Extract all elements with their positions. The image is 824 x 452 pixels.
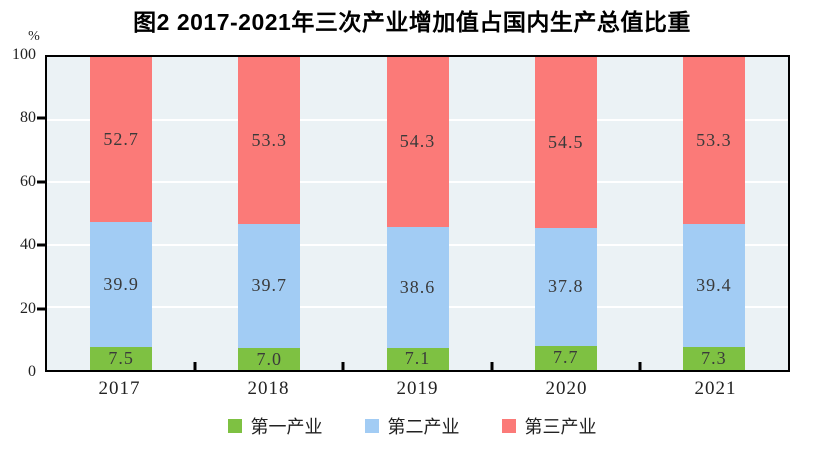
x-tick-label-2018: 2018 [247, 378, 290, 399]
legend-swatch-icon [364, 419, 379, 433]
y-tick-label-100: 100 [12, 46, 36, 63]
bar-segment-2019-第一产业: 7.1 [386, 347, 449, 370]
legend-item-第三产业: 第三产业 [501, 413, 597, 439]
bar-segment-2021-第二产业: 39.4 [682, 223, 745, 348]
x-axis-boundary-tick [490, 362, 494, 370]
bar-segment-2017-第一产业: 7.5 [90, 346, 153, 370]
y-tick-mark-40 [37, 243, 45, 247]
bar-value-label: 39.4 [696, 275, 732, 295]
legend-label: 第二产业 [387, 417, 460, 437]
bar-value-label: 7.0 [256, 348, 283, 369]
bar-segment-2017-第三产业: 52.7 [90, 57, 153, 222]
y-tick-label-60: 60 [20, 172, 36, 190]
chart-legend: 第一产业 第二产业 第三产业 [0, 413, 824, 439]
bar-value-label: 7.7 [552, 347, 579, 368]
bar-value-label: 7.5 [108, 347, 134, 368]
bar-segment-2021-第一产业: 7.3 [682, 347, 745, 370]
y-tick-label-80: 80 [20, 109, 36, 127]
bar-segment-2020-第三产业: 54.5 [534, 57, 597, 228]
legend-item-第一产业: 第一产业 [227, 413, 323, 439]
y-axis-tick-labels: 0 20 40 60 80 100 [0, 46, 38, 380]
bar-value-label: 54.5 [547, 131, 584, 152]
bar-segment-2019-第三产业: 54.3 [386, 57, 449, 227]
legend-item-第二产业: 第二产业 [364, 413, 460, 439]
y-tick-label-40: 40 [20, 236, 36, 254]
bar-segment-2021-第三产业: 53.3 [682, 57, 745, 224]
bar-value-label: 53.3 [696, 129, 732, 150]
bar-segment-2020-第二产业: 37.8 [534, 227, 597, 346]
legend-label: 第一产业 [250, 417, 323, 437]
bar-segment-2020-第一产业: 7.7 [534, 345, 597, 370]
bar-value-label: 52.7 [103, 128, 139, 149]
x-tick-label-2019: 2019 [396, 378, 439, 399]
bar-value-label: 37.8 [547, 276, 584, 297]
legend-label: 第三产业 [524, 417, 597, 437]
bar-value-label: 7.3 [701, 348, 727, 369]
chart-title: 图2 2017-2021年三次产业增加值占国内生产总值比重 [133, 9, 691, 35]
bar-value-label: 53.3 [251, 129, 288, 150]
bar-segment-2018-第三产业: 53.3 [238, 57, 301, 224]
bar-segment-2018-第二产业: 39.7 [238, 223, 301, 349]
bar-value-label: 7.1 [404, 348, 431, 369]
bar-value-label: 39.7 [251, 275, 288, 296]
bar-value-label: 38.6 [399, 276, 436, 297]
legend-swatch-icon [227, 419, 242, 433]
bar-segment-2017-第二产业: 39.9 [90, 221, 153, 347]
x-tick-label-2021: 2021 [694, 378, 737, 399]
y-tick-label-0: 0 [28, 363, 36, 380]
x-tick-label-2020: 2020 [545, 378, 588, 399]
bar-segment-2019-第二产业: 38.6 [386, 226, 449, 348]
y-axis-unit-label: % [28, 29, 40, 44]
bar-value-label: 39.9 [103, 273, 139, 294]
y-axis-tick-marks [37, 55, 45, 372]
x-axis-boundary-tick [341, 362, 345, 370]
legend-swatch-icon [501, 419, 516, 433]
x-axis-boundary-tick [193, 362, 197, 370]
y-tick-mark-60 [37, 180, 45, 184]
bar-segment-2018-第一产业: 7.0 [238, 348, 301, 370]
x-axis-boundary-tick [638, 362, 642, 370]
y-tick-label-20: 20 [20, 299, 36, 317]
plot-area: 7.5 39.9 52.7 7.0 39.7 53.3 7.1 38.6 54.3 7.7 37.8… [45, 55, 790, 372]
bar-value-label: 54.3 [399, 131, 436, 152]
y-tick-mark-80 [37, 116, 45, 120]
x-tick-label-2017: 2017 [98, 378, 141, 399]
x-axis-tick-labels: 2017 2018 2019 2020 2021 [45, 378, 790, 400]
y-tick-mark-20 [37, 307, 45, 311]
